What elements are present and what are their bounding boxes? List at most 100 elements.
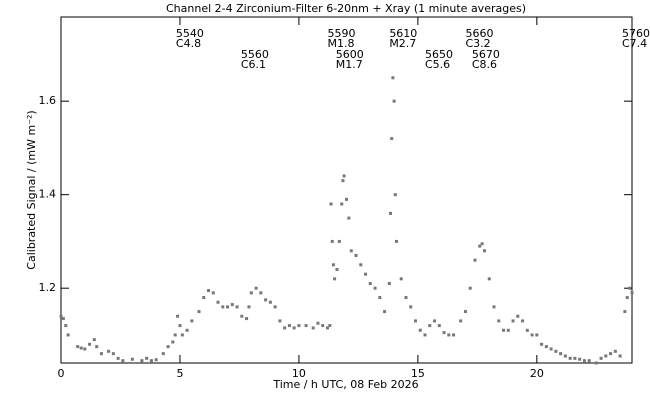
data-point [268,300,272,304]
plot-frame [60,16,633,364]
y-tick-label: 1.2 [39,281,57,294]
flare-id: 5540 [176,27,204,40]
data-point [95,345,99,349]
data-point [554,349,558,353]
data-point [297,324,301,328]
data-point [99,352,103,356]
data-point [273,305,277,309]
data-point [111,352,115,356]
data-point [594,361,598,365]
data-point [506,328,510,332]
data-point [623,310,627,314]
flare-id: 5600 [336,48,364,61]
x-axis-label: Time / h UTC, 08 Feb 2026 [272,378,418,391]
data-point [292,326,296,330]
data-point [394,239,398,243]
data-point [364,272,368,276]
data-point [487,277,491,281]
data-point [359,263,363,267]
flare-class: C8.6 [472,58,497,71]
data-point [463,310,467,314]
data-point [107,349,111,353]
data-point [130,357,134,361]
data-point [311,326,315,330]
data-point [473,258,477,262]
data-point [345,197,348,201]
data-point [497,319,501,323]
x-tick-label: 10 [292,367,306,380]
data-point [391,76,395,80]
data-point [573,356,577,360]
x-tick-label: 20 [530,367,544,380]
data-point [235,305,239,309]
data-point [190,319,194,323]
data-point [254,286,258,290]
data-point [480,242,484,246]
data-point [79,346,83,350]
flare-class: M1.7 [336,58,363,71]
flare-class: M1.8 [327,37,354,50]
data-point [604,354,608,358]
data-point [149,359,153,363]
data-point [278,319,282,323]
data-point [342,174,346,178]
data-point [337,239,341,243]
data-point [340,202,344,206]
data-point [304,324,308,328]
data-point [447,333,451,337]
flare-id: 5560 [241,48,269,61]
data-point [92,338,96,342]
data-point [468,286,472,290]
data-point [423,333,427,337]
data-point [409,305,413,309]
y-tick-label: 1.4 [39,188,57,201]
data-point [230,303,234,307]
data-point [478,244,482,248]
data-point [341,179,345,183]
flare-class: C6.1 [241,58,266,71]
flare-id: 5650 [425,48,453,61]
data-point [549,347,553,351]
data-point [452,333,456,337]
data-point [173,333,177,337]
data-point [349,249,353,253]
data-point [559,352,563,356]
data-point [613,349,617,353]
data-point [249,291,253,295]
data-point [59,314,63,318]
data-point [66,333,70,337]
flare-class: M2.7 [389,37,416,50]
data-point [378,296,382,300]
flare-id: 5660 [465,27,493,40]
data-point [535,333,539,337]
data-point [321,324,325,328]
data-point [516,314,520,318]
data-point [540,342,544,346]
data-point [202,296,206,300]
flare-id: 5610 [389,27,417,40]
flare-class: C7.4 [622,37,647,50]
data-point [625,296,629,300]
data-point [264,298,268,302]
data-point [525,328,529,332]
data-point [404,296,408,300]
data-point [161,352,165,356]
data-point [176,314,180,318]
data-point [287,324,291,328]
data-point [618,354,622,358]
flare-class: C3.2 [465,37,490,50]
data-point [492,305,496,309]
data-point [180,333,184,337]
data-point [413,319,417,323]
data-point [88,342,92,346]
data-point [329,202,333,206]
data-point [145,356,149,360]
data-point [521,319,525,323]
data-point [459,319,463,323]
data-point [207,289,211,293]
data-point [61,317,65,321]
data-point [185,328,189,332]
data-point [240,314,244,318]
data-point [393,193,397,197]
